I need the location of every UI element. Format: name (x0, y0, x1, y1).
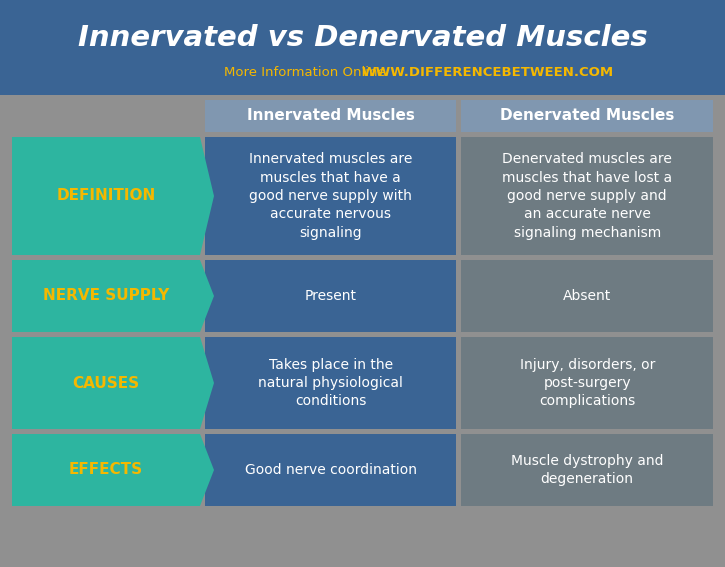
Text: Good nerve coordination: Good nerve coordination (245, 463, 417, 477)
Text: EFFECTS: EFFECTS (69, 463, 143, 477)
Text: NERVE SUPPLY: NERVE SUPPLY (43, 289, 169, 303)
Bar (462, 260, 713, 332)
Text: Present: Present (304, 289, 357, 303)
Text: Injury, disorders, or
post-surgery
complications: Injury, disorders, or post-surgery compl… (520, 358, 655, 408)
Polygon shape (12, 137, 214, 255)
Text: Muscle dystrophy and
degeneration: Muscle dystrophy and degeneration (511, 454, 663, 486)
Bar (462, 100, 713, 132)
Text: Absent: Absent (563, 289, 611, 303)
Bar (462, 434, 713, 506)
Bar (462, 137, 713, 255)
Text: Innervated muscles are
muscles that have a
good nerve supply with
accurate nervo: Innervated muscles are muscles that have… (249, 152, 413, 240)
Text: Denervated Muscles: Denervated Muscles (500, 108, 674, 124)
Text: WWW.DIFFERENCEBETWEEN.COM: WWW.DIFFERENCEBETWEEN.COM (362, 66, 614, 78)
Bar (205, 337, 457, 429)
Bar (205, 100, 457, 132)
Text: Denervated muscles are
muscles that have lost a
good nerve supply and
an accurat: Denervated muscles are muscles that have… (502, 152, 672, 240)
Bar (462, 337, 713, 429)
Text: Takes place in the
natural physiological
conditions: Takes place in the natural physiological… (258, 358, 403, 408)
Polygon shape (12, 434, 214, 506)
Polygon shape (12, 260, 214, 332)
Bar (0, 0, 725, 95)
Polygon shape (12, 337, 214, 429)
Bar (205, 434, 457, 506)
Text: Innervated vs Denervated Muscles: Innervated vs Denervated Muscles (78, 24, 647, 52)
Text: More Information Online: More Information Online (224, 66, 386, 78)
Bar (205, 137, 457, 255)
Text: DEFINITION: DEFINITION (57, 188, 156, 204)
Text: CAUSES: CAUSES (72, 375, 139, 391)
Text: Innervated Muscles: Innervated Muscles (247, 108, 415, 124)
Bar (205, 260, 457, 332)
